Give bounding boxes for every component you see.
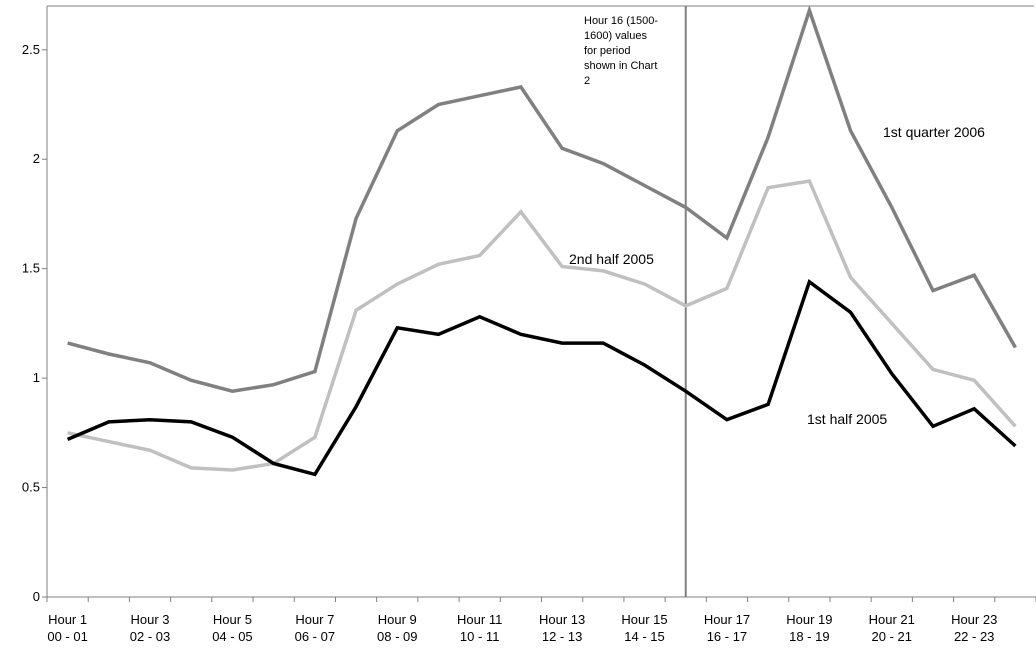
- annotation-text-line: for period: [584, 45, 630, 57]
- x-tick-label-range: 22 - 23: [954, 629, 994, 644]
- annotation-text-line: 1600) values: [584, 30, 647, 42]
- x-tick-label-hour: Hour 21: [869, 612, 915, 627]
- annotation-text-line: Hour 16 (1500-: [584, 15, 658, 27]
- x-tick-label-range: 02 - 03: [130, 629, 170, 644]
- x-axis: Hour 1 00 - 01 Hour 3 02 - 03 Hour 5 04 - 05 H…: [46, 597, 1036, 644]
- x-tick-label-range: 16 - 17: [707, 629, 747, 644]
- y-tick-label: 0.5: [22, 480, 40, 495]
- series-labels: 1st quarter 2006 2nd half 2005 1st half …: [569, 124, 985, 427]
- x-tick-label-hour: Hour 13: [539, 612, 585, 627]
- series-label-2nd-half-2005: 2nd half 2005: [569, 251, 654, 267]
- x-tick-label-hour: Hour 9: [378, 612, 417, 627]
- annotation-text-line: 2: [584, 75, 590, 87]
- x-tick-label-range: 08 - 09: [377, 629, 417, 644]
- x-tick-label-hour: Hour 7: [295, 612, 334, 627]
- x-tick-label-range: 20 - 21: [872, 629, 912, 644]
- series-line-1st-quarter-2006: [67, 4, 1017, 393]
- x-tick-label-hour: Hour 3: [131, 612, 170, 627]
- y-tick-label: 2.5: [22, 42, 40, 57]
- x-tick-label-hour: Hour 17: [704, 612, 750, 627]
- x-tick-label-hour: Hour 1: [48, 612, 87, 627]
- series-label-1st-quarter-2006: 1st quarter 2006: [883, 124, 985, 140]
- annotation-text-line: shown in Chart: [584, 60, 657, 72]
- x-tick-label-range: 04 - 05: [212, 629, 252, 644]
- x-tick-label-range: 12 - 13: [542, 629, 582, 644]
- y-tick-label: 1: [33, 370, 40, 385]
- x-tick-label-hour: Hour 19: [786, 612, 832, 627]
- x-tick-label-range: 18 - 19: [789, 629, 829, 644]
- annotation: Hour 16 (1500- 1600) values for period show…: [584, 6, 687, 597]
- y-tick-label: 0: [33, 589, 40, 604]
- series-line-2nd-half-2005: [67, 179, 1017, 472]
- y-tick-label: 2: [33, 151, 40, 166]
- series-label-1st-half-2005: 1st half 2005: [807, 411, 887, 427]
- x-tick-label-hour: Hour 11: [457, 612, 502, 627]
- y-axis: 0 0.5 1 1.5 2 2.5: [22, 42, 47, 604]
- x-tick-label-range: 14 - 15: [624, 629, 664, 644]
- x-tick-label-hour: Hour 15: [621, 612, 667, 627]
- x-tick-label-range: 06 - 07: [295, 629, 335, 644]
- y-tick-label: 1.5: [22, 261, 40, 276]
- series-lines: [66, 4, 1017, 477]
- x-tick-label-hour: Hour 5: [213, 612, 252, 627]
- series-line-1st-half-2005: [66, 278, 1017, 477]
- x-tick-label-hour: Hour 23: [951, 612, 997, 627]
- plot-frame: [46, 5, 1036, 598]
- x-tick-label-range: 10 - 11: [460, 629, 500, 644]
- x-tick-label-range: 00 - 01: [47, 629, 87, 644]
